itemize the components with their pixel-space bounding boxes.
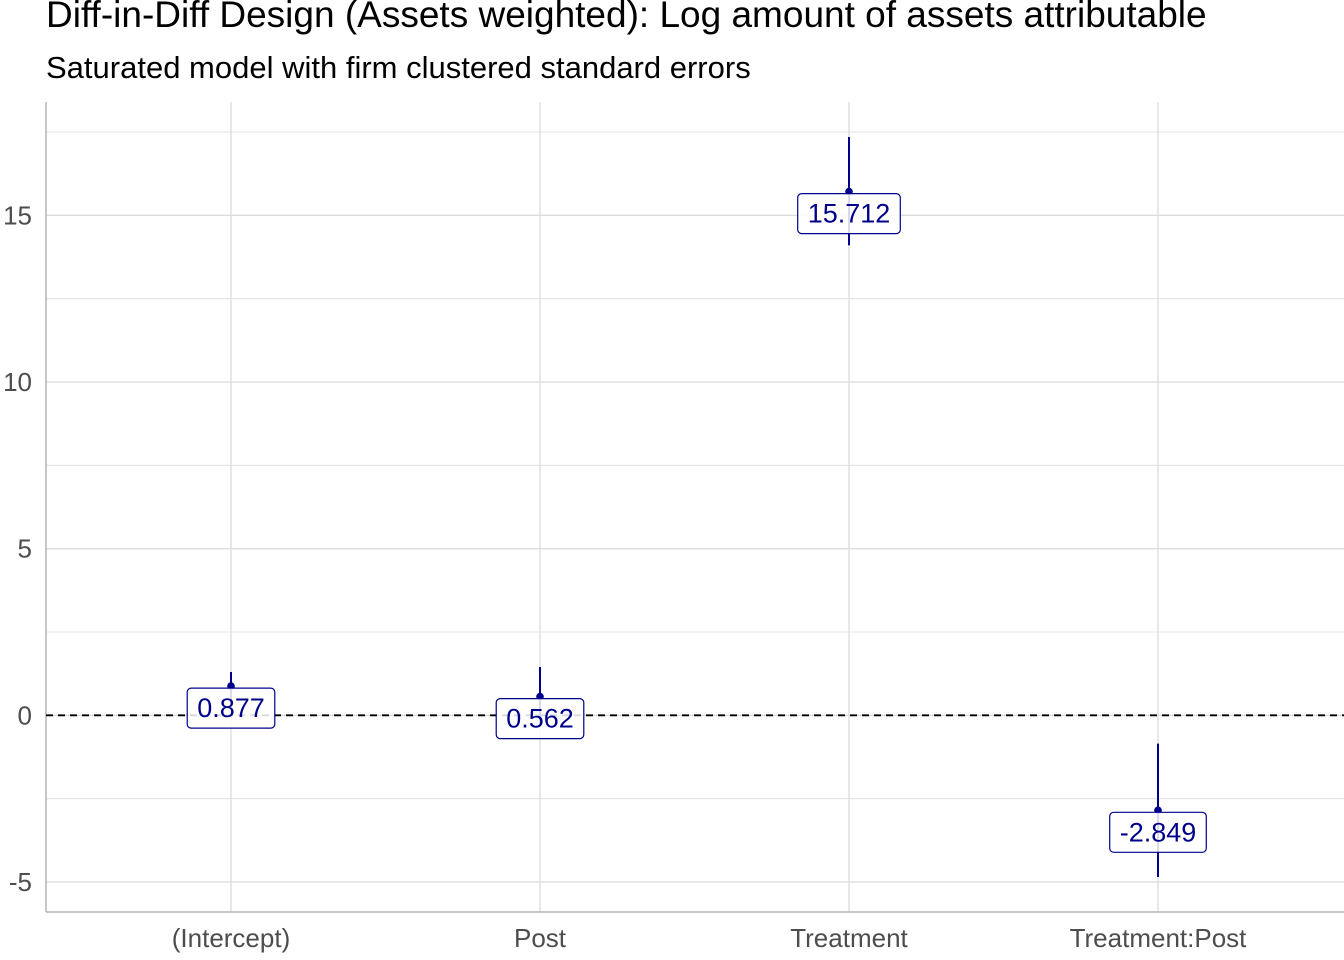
x-tick-label: (Intercept)	[172, 923, 291, 953]
estimate-label-text: 0.877	[197, 693, 265, 723]
error-bars	[230, 137, 1159, 877]
chart-title: Diff-in-Diff Design (Assets weighted): L…	[46, 0, 1207, 35]
x-tick-label: Treatment:Post	[1070, 923, 1248, 953]
estimate-label-text: 15.712	[808, 199, 891, 229]
y-tick-label: 0	[18, 700, 32, 730]
y-axis-ticks: -5 0 5 10 15	[3, 200, 32, 897]
x-tick-label: Treatment	[790, 923, 908, 953]
estimate-label: 0.877	[186, 687, 276, 729]
estimate-label-box	[1109, 811, 1207, 853]
estimate-label: 15.712	[797, 193, 901, 235]
estimate-label: 0.562	[495, 697, 585, 740]
y-tick-label: 5	[18, 534, 32, 564]
minor-gridlines	[46, 131, 1344, 800]
estimate-label-box	[797, 193, 901, 235]
y-tick-label: -5	[9, 867, 32, 897]
estimate-label-text: -2.849	[1120, 817, 1197, 847]
estimate-labels: 0.877 0.562 15.712 -2.849	[186, 193, 1207, 853]
estimate-label: -2.849	[1109, 811, 1207, 853]
y-tick-label: 15	[3, 200, 32, 230]
major-gridlines	[46, 102, 1344, 912]
x-axis-ticks: (Intercept) Post Treatment Treatment:Post	[172, 923, 1247, 953]
estimate-label-box	[495, 697, 585, 740]
y-tick-label: 10	[3, 367, 32, 397]
chart-subtitle: Saturated model with firm clustered stan…	[46, 50, 751, 85]
estimate-points	[227, 187, 1162, 815]
x-tick-label: Post	[514, 923, 567, 953]
estimate-label-text: 0.562	[506, 704, 574, 734]
estimate-label-box	[186, 687, 276, 729]
